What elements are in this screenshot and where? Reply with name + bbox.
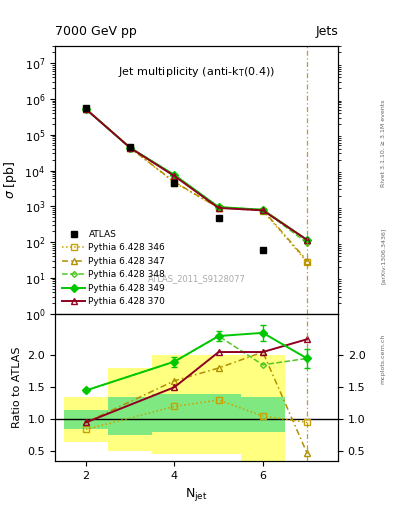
Text: ATLAS_2011_S9128077: ATLAS_2011_S9128077 bbox=[147, 274, 246, 283]
Text: Jet multiplicity (anti-k$_\mathrm{T}$(0.4)): Jet multiplicity (anti-k$_\mathrm{T}$(0.… bbox=[118, 65, 275, 79]
Y-axis label: $\sigma$ [pb]: $\sigma$ [pb] bbox=[2, 161, 19, 199]
Text: mcplots.cern.ch: mcplots.cern.ch bbox=[381, 333, 386, 383]
Text: Jets: Jets bbox=[315, 26, 338, 38]
Y-axis label: Ratio to ATLAS: Ratio to ATLAS bbox=[12, 347, 22, 428]
Text: Rivet 3.1.10, ≥ 3.1M events: Rivet 3.1.10, ≥ 3.1M events bbox=[381, 100, 386, 187]
Text: 7000 GeV pp: 7000 GeV pp bbox=[55, 26, 137, 38]
X-axis label: N$_{\mathrm{jet}}$: N$_{\mathrm{jet}}$ bbox=[185, 486, 208, 503]
Legend: ATLAS, Pythia 6.428 346, Pythia 6.428 347, Pythia 6.428 348, Pythia 6.428 349, P: ATLAS, Pythia 6.428 346, Pythia 6.428 34… bbox=[59, 227, 168, 309]
Text: [arXiv:1306.3436]: [arXiv:1306.3436] bbox=[381, 228, 386, 284]
